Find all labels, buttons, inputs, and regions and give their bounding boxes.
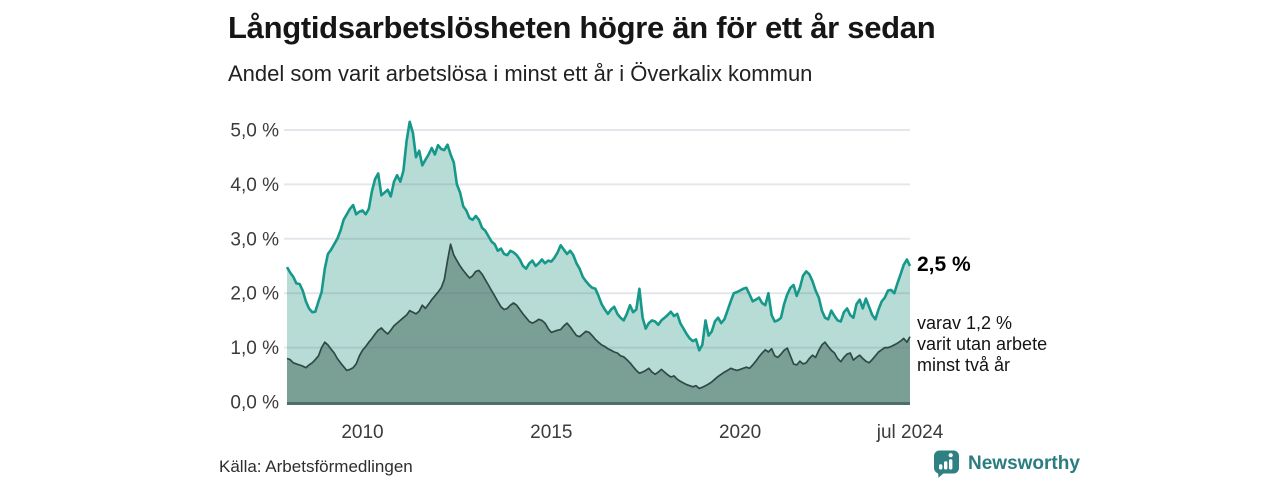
end-value-subset-line2: varit utan arbete xyxy=(917,334,1048,354)
newsworthy-logo[interactable]: Newsworthy xyxy=(933,449,1080,478)
y-tick-label: 5,0 % xyxy=(230,121,279,142)
chart-title: Långtidsarbetslösheten högre än för ett … xyxy=(228,10,936,45)
source-caption: Källa: Arbetsförmedlingen xyxy=(219,457,413,476)
newsworthy-wordmark: Newsworthy xyxy=(968,452,1080,474)
x-tick-label: 2010 xyxy=(341,422,383,443)
y-tick-label: 3,0 % xyxy=(230,229,279,250)
x-tick-label: 2015 xyxy=(530,422,572,443)
chart-subtitle: Andel som varit arbetslösa i minst ett å… xyxy=(228,61,813,86)
end-value-label-total: 2,5 % xyxy=(917,253,971,276)
end-value-subset-line3: minst två år xyxy=(917,355,1011,375)
y-tick-label: 1,0 % xyxy=(230,338,279,359)
series-line-subset xyxy=(286,243,911,390)
series-area-subset xyxy=(287,244,910,402)
newsworthy-bubble-chart-icon xyxy=(933,449,960,478)
y-tick-label: 4,0 % xyxy=(230,175,279,196)
y-tick-label: 2,0 % xyxy=(230,284,279,305)
x-tick-label: jul 2024 xyxy=(876,422,944,443)
x-tick-label: 2020 xyxy=(719,422,761,443)
y-tick-label: 0,0 % xyxy=(230,393,279,414)
series-line-total xyxy=(285,120,912,352)
end-value-subset-line1: varav 1,2 % xyxy=(917,313,1013,333)
end-value-label-subset: varav 1,2 % varit utan arbete minst två … xyxy=(917,313,1047,376)
